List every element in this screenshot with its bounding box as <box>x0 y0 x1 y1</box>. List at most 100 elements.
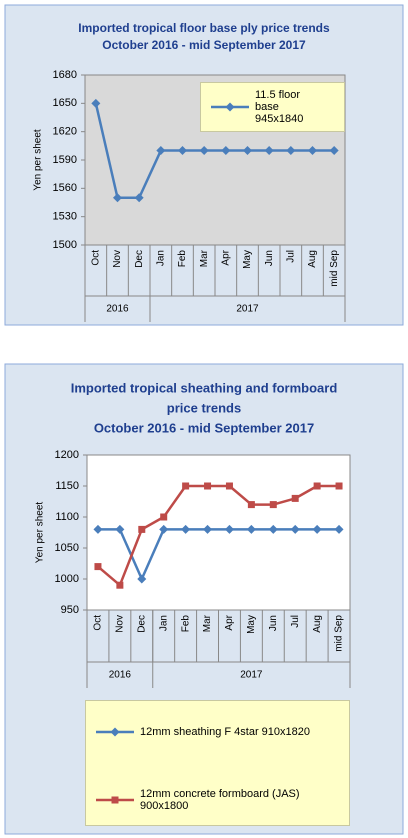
x-tick-label: May <box>242 250 253 269</box>
x-tick-label: Oct <box>90 250 101 266</box>
legend-label: 12mm sheathing F 4star 910x1820 <box>140 725 310 738</box>
marker <box>264 146 274 156</box>
x-tick-label: Mar <box>199 249 210 267</box>
marker <box>94 563 102 571</box>
x-tick-label: Feb <box>180 615 191 633</box>
marker <box>160 513 168 521</box>
marker <box>290 524 300 534</box>
chart-title: price trends <box>167 400 241 415</box>
legend-swatch <box>96 727 134 736</box>
marker <box>308 146 317 156</box>
marker <box>225 482 233 490</box>
legend-swatch <box>96 796 134 803</box>
year-label: 2016 <box>106 304 129 315</box>
marker <box>113 193 122 203</box>
x-tick-label: Jul <box>290 615 301 628</box>
chart-title: Imported tropical sheathing and formboar… <box>71 380 338 395</box>
marker <box>204 482 212 490</box>
legend-marker <box>225 102 235 112</box>
x-tick-label: Jan <box>155 250 166 266</box>
marker <box>199 146 209 156</box>
x-tick-label: Aug <box>307 250 318 268</box>
y-tick-label: 950 <box>61 604 79 616</box>
year-label: 2017 <box>236 304 259 315</box>
x-tick-label: Dec <box>136 615 147 633</box>
x-tick-label: Oct <box>93 615 104 631</box>
x-tick-label: Feb <box>177 250 188 268</box>
y-tick-label: 1620 <box>53 126 77 138</box>
legend-marker <box>110 727 120 736</box>
x-tick-label: Jul <box>285 250 296 263</box>
legend-marker <box>111 796 119 803</box>
legend: 11.5 floor base 945x1840 <box>200 82 345 132</box>
marker <box>156 146 166 156</box>
x-tick-label: Aug <box>312 615 323 633</box>
x-tick-label: Jun <box>268 615 279 631</box>
marker <box>159 524 169 534</box>
marker <box>247 501 255 509</box>
legend-entry: 12mm sheathing F 4star 910x1820 <box>94 725 345 739</box>
y-tick-label: 1050 <box>55 542 79 554</box>
marker <box>268 524 278 534</box>
y-tick-label: 1150 <box>55 480 79 492</box>
year-label: 2017 <box>240 670 263 681</box>
x-tick-label: mid Sep <box>329 250 340 287</box>
legend-label: 12mm concrete formboard (JAS) 900x1800 <box>140 787 300 812</box>
marker <box>286 146 296 156</box>
marker <box>269 501 277 509</box>
chart-title: October 2016 - mid September 2017 <box>102 38 306 52</box>
legend-entry: 11.5 floor base 945x1840 <box>209 89 340 125</box>
x-tick-label: Jan <box>158 615 169 631</box>
marker <box>181 524 191 534</box>
y-tick-label: 1000 <box>55 573 79 585</box>
x-tick-label: mid Sep <box>334 615 345 652</box>
marker <box>115 524 125 534</box>
marker <box>137 574 147 584</box>
marker <box>134 193 144 203</box>
y-tick-label: 1100 <box>55 511 79 523</box>
x-tick-label: Nov <box>112 250 123 268</box>
x-tick-label: Dec <box>134 250 145 268</box>
marker <box>329 146 339 156</box>
y-tick-label: 1680 <box>53 69 77 81</box>
x-tick-label: Nov <box>115 615 126 633</box>
y-tick-label: 1530 <box>53 211 77 223</box>
marker <box>224 524 234 534</box>
marker <box>93 524 103 534</box>
legend-label: 11.5 floor base 945x1840 <box>255 89 304 125</box>
marker <box>243 146 252 156</box>
y-tick-label: 1590 <box>53 154 77 166</box>
y-axis-label: Yen per sheet <box>35 502 46 564</box>
legend-swatch <box>211 102 249 112</box>
marker <box>116 581 124 589</box>
marker <box>182 482 190 490</box>
x-tick-label: Apr <box>224 614 235 630</box>
y-tick-label: 1500 <box>53 239 77 251</box>
marker <box>246 524 256 534</box>
legend-entry: 12mm concrete formboard (JAS) 900x1800 <box>94 788 345 812</box>
y-tick-label: 1650 <box>53 97 77 109</box>
marker <box>313 482 321 490</box>
marker <box>334 524 344 534</box>
x-tick-label: Jun <box>264 250 275 266</box>
marker <box>138 525 146 533</box>
marker <box>178 146 187 156</box>
marker <box>91 98 101 108</box>
marker <box>203 524 213 534</box>
plot-area <box>86 454 351 611</box>
marker <box>291 494 299 502</box>
marker <box>312 524 322 534</box>
chart-title: Imported tropical floor base ply price t… <box>78 21 330 35</box>
legend: 12mm sheathing F 4star 910x1820 12mm conc… <box>85 700 350 826</box>
x-tick-label: Mar <box>202 614 213 632</box>
chart-title: October 2016 - mid September 2017 <box>94 420 314 435</box>
x-tick-label: May <box>246 615 257 634</box>
marker <box>335 482 343 490</box>
y-axis-label: Yen per sheet <box>33 129 44 191</box>
x-tick-label: Apr <box>220 249 231 265</box>
y-tick-label: 1560 <box>53 182 77 194</box>
series-line <box>97 484 340 587</box>
marker <box>221 146 231 156</box>
